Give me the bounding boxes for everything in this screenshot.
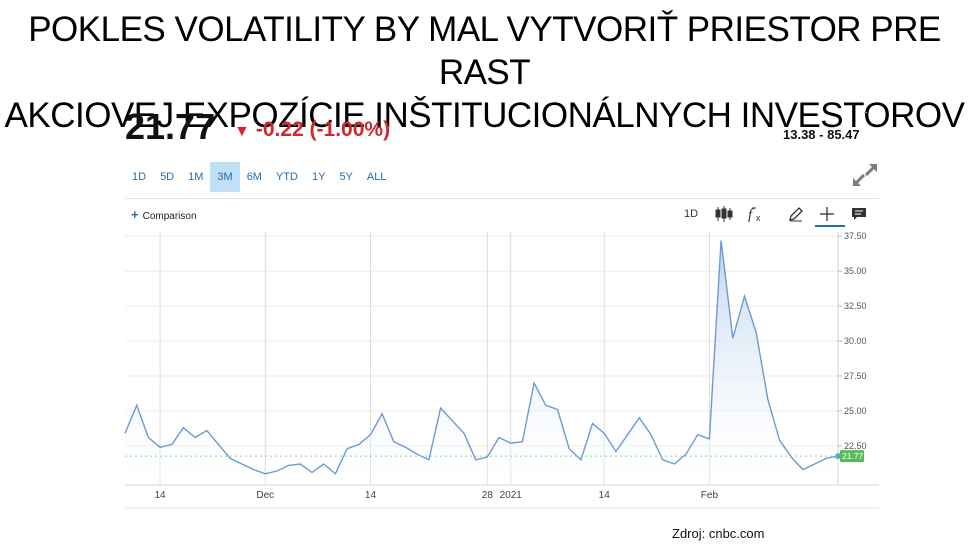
x-tick-label: Dec (256, 490, 274, 501)
tab-3m[interactable]: 3M (210, 162, 240, 192)
y-tick-label: 30.00 (844, 336, 867, 346)
area-fill (125, 240, 838, 485)
quote-change: ▼ -0.22 (-1.00%) (234, 118, 390, 142)
y-tick-label: 27.50 (844, 371, 867, 381)
y-tick-label: 22.50 (844, 441, 867, 451)
y-tick-label: 25.00 (844, 406, 867, 416)
quote-change-value: -0.22 (-1.00%) (255, 118, 391, 141)
tab-all[interactable]: ALL (366, 171, 387, 183)
comparison-label: Comparison (142, 211, 197, 222)
x-tick-label: 14 (365, 490, 377, 501)
function-icon[interactable]: f x (746, 205, 768, 223)
series-line (124, 240, 839, 475)
x-tick-label: 2021 (500, 490, 523, 501)
x-tick-label: 14 (599, 490, 611, 501)
slide-title-line-1: POKLES VOLATILITY BY MAL VYTVORIŤ PRIEST… (28, 10, 941, 92)
svg-text:f: f (748, 207, 754, 223)
range-tabs: 1D 5D 1M 3M 6M YTD 1Y 5Y ALL (125, 162, 393, 192)
y-tick-label: 32.50 (844, 301, 867, 311)
pencil-icon[interactable] (787, 205, 805, 223)
tab-1m[interactable]: 1M (188, 171, 204, 183)
y-tick-label: 35.00 (844, 266, 867, 276)
crosshair-icon[interactable] (818, 205, 836, 223)
y-tick-label: 37.50 (844, 231, 867, 241)
comment-icon[interactable] (851, 205, 867, 223)
svg-text:x: x (756, 213, 761, 223)
last-value-badge (840, 450, 864, 463)
slide-title-line-2: AKCIOVEJ EXPOZÍCIE INŠTITUCIONÁLNYCH INV… (4, 96, 965, 135)
x-tick-label: 28 (482, 490, 494, 501)
slide-title: POKLES VOLATILITY BY MAL VYTVORIŤ PRIEST… (0, 8, 969, 137)
candlestick-icon[interactable] (714, 205, 734, 223)
quote-price: 21.77 (125, 106, 216, 147)
tab-ytd[interactable]: YTD (275, 171, 298, 183)
comparison-button[interactable]: + Comparison (131, 207, 197, 222)
toolbar-divider (125, 198, 879, 199)
last-value-label: 21.77 (842, 451, 864, 461)
active-tool-indicator (815, 225, 845, 227)
x-tick-label: Feb (701, 490, 719, 501)
divider (864, 112, 867, 113)
day-range: 13.38 - 85.47 (783, 127, 860, 142)
down-arrow-icon: ▼ (234, 123, 250, 140)
tab-1d[interactable]: 1D (132, 171, 147, 183)
plus-icon: + (131, 207, 139, 222)
tab-5y[interactable]: 5Y (339, 171, 353, 183)
last-value-badge-pointer (838, 452, 841, 461)
interval-button[interactable]: 1D (683, 208, 699, 220)
x-tick-label: 14 (155, 490, 167, 501)
tab-1y[interactable]: 1Y (311, 171, 326, 183)
source-note: Zdroj: cnbc.com (672, 526, 765, 541)
expand-icon[interactable] (851, 162, 879, 188)
tab-5d[interactable]: 5D (160, 171, 175, 183)
tab-6m[interactable]: 6M (246, 171, 262, 183)
